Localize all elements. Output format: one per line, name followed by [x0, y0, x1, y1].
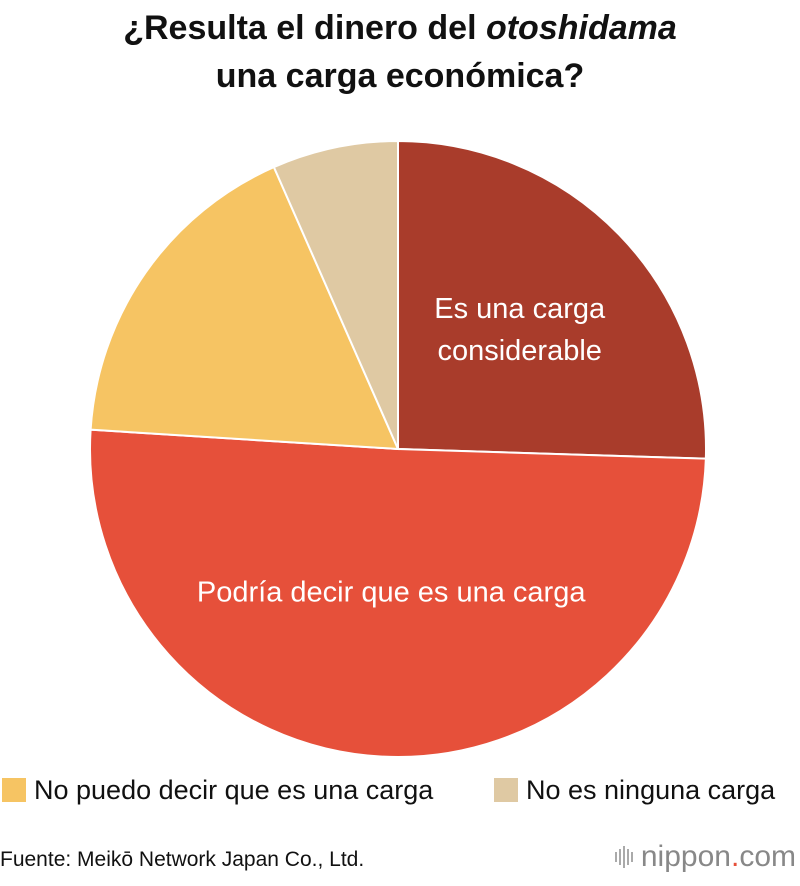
chart-title-emphasis: otoshidama — [485, 9, 677, 47]
pie-slices — [89, 139, 707, 758]
nippon-logo-link[interactable]: nippon. com — [614, 840, 796, 874]
pie-slice-labels: Es una carga considerable Podría decir que… — [197, 293, 606, 608]
source-note: Fuente: Meikō Network Japan Co., Ltd. — [0, 848, 365, 871]
pie-slice-label-es-una-carga-considerable-line-2: considerable — [437, 335, 601, 367]
brand-bars-icon — [614, 846, 633, 868]
legend-item-no-puedo-decir: No puedo decir que es una carga — [2, 773, 433, 807]
pie-chart: Es una carga considerable Podría decir que… — [89, 139, 707, 758]
legend: No puedo decir que es una carga No es ni… — [0, 773, 800, 807]
brand-dot: . — [730, 840, 740, 873]
legend-label-no-es-ninguna: No es ninguna carga — [526, 774, 776, 805]
pie-slice-no-es-ninguna-carga — [272, 139, 399, 450]
brand-suffix: com — [739, 840, 796, 873]
chart-title-line-1: ¿Resulta el dinero del otoshidama — [0, 4, 800, 52]
pie-slice-es-una-carga-considerable — [397, 139, 707, 460]
pie-slice-label-es-una-carga-considerable-line-1: Es una carga — [434, 293, 606, 325]
chart-title-line-2: una carga económica? — [215, 57, 585, 95]
legend-item-no-es-ninguna: No es ninguna carga — [494, 773, 775, 807]
legend-swatch-no-es-ninguna — [494, 778, 518, 802]
pie-slice-label-podria-decir-que-es-una-carga-line-1: Podría decir que es una carga — [197, 576, 586, 608]
pie-slice-podria-decir-que-es-una-carga — [89, 428, 707, 758]
pie-slice-no-puedo-decir-que-es-una-carga — [89, 165, 400, 451]
chart-title: ¿Resulta el dinero del otoshidama una ca… — [0, 4, 800, 100]
chart-title-prefix: ¿Resulta el dinero del — [123, 9, 486, 47]
legend-label-no-puedo-decir: No puedo decir que es una carga — [34, 774, 434, 805]
legend-swatch-no-puedo-decir — [2, 778, 26, 802]
brand-name: nippon — [640, 840, 731, 873]
